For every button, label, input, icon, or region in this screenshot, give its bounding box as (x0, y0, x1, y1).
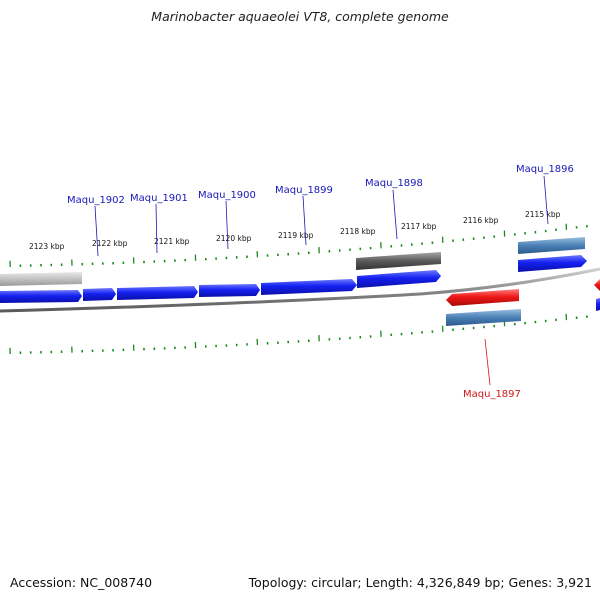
kbp-label: 2117 kbp (401, 222, 437, 231)
gene-arrow-forward-partial[interactable] (596, 298, 600, 311)
kbp-label: 2116 kbp (463, 216, 499, 225)
accession-text: Accession: NC_008740 (10, 575, 153, 590)
gene-feature-steel[interactable] (518, 237, 585, 254)
genome-backbone (0, 267, 600, 313)
gene-arrow-forward[interactable] (199, 284, 260, 297)
gene-arrow-forward[interactable] (357, 270, 441, 288)
gene-label-maqu-1900[interactable]: Maqu_1900 (198, 190, 256, 201)
gene-arrow-reverse-partial[interactable] (594, 279, 600, 291)
gene-label-maqu-1901[interactable]: Maqu_1901 (130, 193, 188, 204)
gene-arrow-forward[interactable] (0, 290, 82, 303)
kbp-label: 2120 kbp (216, 234, 252, 243)
gene-arrow-forward[interactable] (117, 286, 198, 300)
kbp-label: 2118 kbp (340, 227, 376, 236)
gene-feature-faded[interactable] (0, 272, 82, 286)
gene-arrow-forward[interactable] (518, 255, 587, 272)
gene-arrow-forward[interactable] (261, 279, 357, 295)
gene-labels[interactable]: Maqu_1902 Maqu_1901 Maqu_1900 Maqu_1899 … (67, 164, 574, 400)
genome-summary-text: Topology: circular; Length: 4,326,849 bp… (248, 575, 592, 590)
map-title: Marinobacter aquaeolei VT8, complete gen… (151, 9, 449, 24)
inner-tick-row (9, 313, 588, 355)
forward-gene-track[interactable] (0, 255, 600, 311)
kbp-label: 2115 kbp (525, 210, 561, 219)
gene-arrow-reverse[interactable] (446, 289, 519, 306)
gene-feature-dark[interactable] (356, 252, 441, 270)
kbp-scale: 2123 kbp 2122 kbp 2121 kbp 2120 kbp 2119… (29, 210, 561, 251)
gene-label-maqu-1897[interactable]: Maqu_1897 (463, 389, 521, 400)
gene-label-maqu-1899[interactable]: Maqu_1899 (275, 185, 333, 196)
gene-label-maqu-1898[interactable]: Maqu_1898 (365, 178, 423, 189)
reverse-gene-track[interactable] (446, 279, 600, 326)
kbp-label: 2122 kbp (92, 239, 128, 248)
kbp-label: 2119 kbp (278, 231, 314, 240)
gene-label-maqu-1896[interactable]: Maqu_1896 (516, 164, 574, 175)
gene-label-maqu-1902[interactable]: Maqu_1902 (67, 195, 125, 206)
kbp-label: 2123 kbp (29, 242, 65, 251)
gene-arrow-forward[interactable] (83, 288, 116, 301)
kbp-label: 2121 kbp (154, 237, 190, 246)
gene-feature-steel[interactable] (446, 309, 521, 326)
gene-track-upper[interactable] (0, 237, 585, 286)
outer-tick-row (9, 223, 588, 268)
